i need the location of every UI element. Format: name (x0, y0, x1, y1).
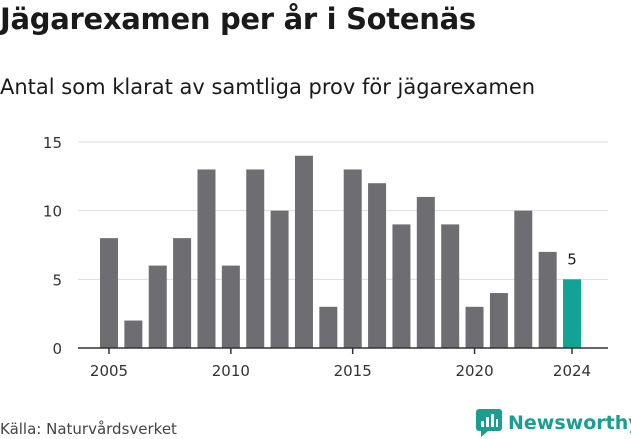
bar-2008 (173, 238, 192, 348)
y-axis-labels: 0 5 10 15 (43, 134, 62, 358)
bar-2012 (270, 210, 289, 348)
bars (100, 155, 582, 348)
x-tick-label: 2020 (455, 362, 493, 380)
y-tick-label: 15 (43, 134, 62, 152)
x-tick-label: 2024 (553, 362, 591, 380)
chart-subtitle: Antal som klarat av samtliga prov för jä… (0, 75, 536, 99)
highlight-value-label: 5 (567, 250, 577, 268)
x-axis: 2005 2010 2015 2020 2024 (78, 347, 608, 380)
bar-2020 (465, 306, 484, 348)
bar-2009 (197, 169, 216, 348)
bar-2006 (124, 320, 143, 348)
bar-2022 (514, 210, 533, 348)
source-note: Källa: Naturvårdsverket (0, 420, 177, 438)
bar-2019 (441, 224, 460, 348)
bar-2007 (148, 265, 167, 348)
bar-2013 (294, 155, 313, 348)
bar-2010 (221, 265, 240, 348)
bar-2016 (368, 183, 387, 348)
x-tick-label: 2005 (90, 362, 128, 380)
bar-2018 (416, 196, 435, 348)
bar-2017 (392, 224, 411, 348)
bar-2015 (343, 169, 362, 348)
x-tick-label: 2010 (212, 362, 250, 380)
bar-2005 (100, 238, 118, 348)
bar-2021 (489, 293, 508, 348)
bar-2011 (246, 169, 265, 348)
newsworthy-logo: Newsworthy (476, 408, 631, 438)
y-tick-label: 5 (52, 271, 62, 289)
annotations: 5 (567, 250, 577, 268)
y-tick-label: 0 (52, 340, 62, 358)
bar-2014 (319, 306, 338, 348)
newsworthy-logo-text: Newsworthy (508, 412, 631, 434)
x-tick-label: 2015 (334, 362, 372, 380)
newsworthy-logo-icon (476, 409, 502, 437)
bar-2024 (563, 279, 582, 348)
bar-2023 (538, 251, 557, 348)
y-tick-label: 10 (43, 203, 62, 221)
chart-title: Jägarexamen per år i Sotenäs (0, 2, 476, 36)
